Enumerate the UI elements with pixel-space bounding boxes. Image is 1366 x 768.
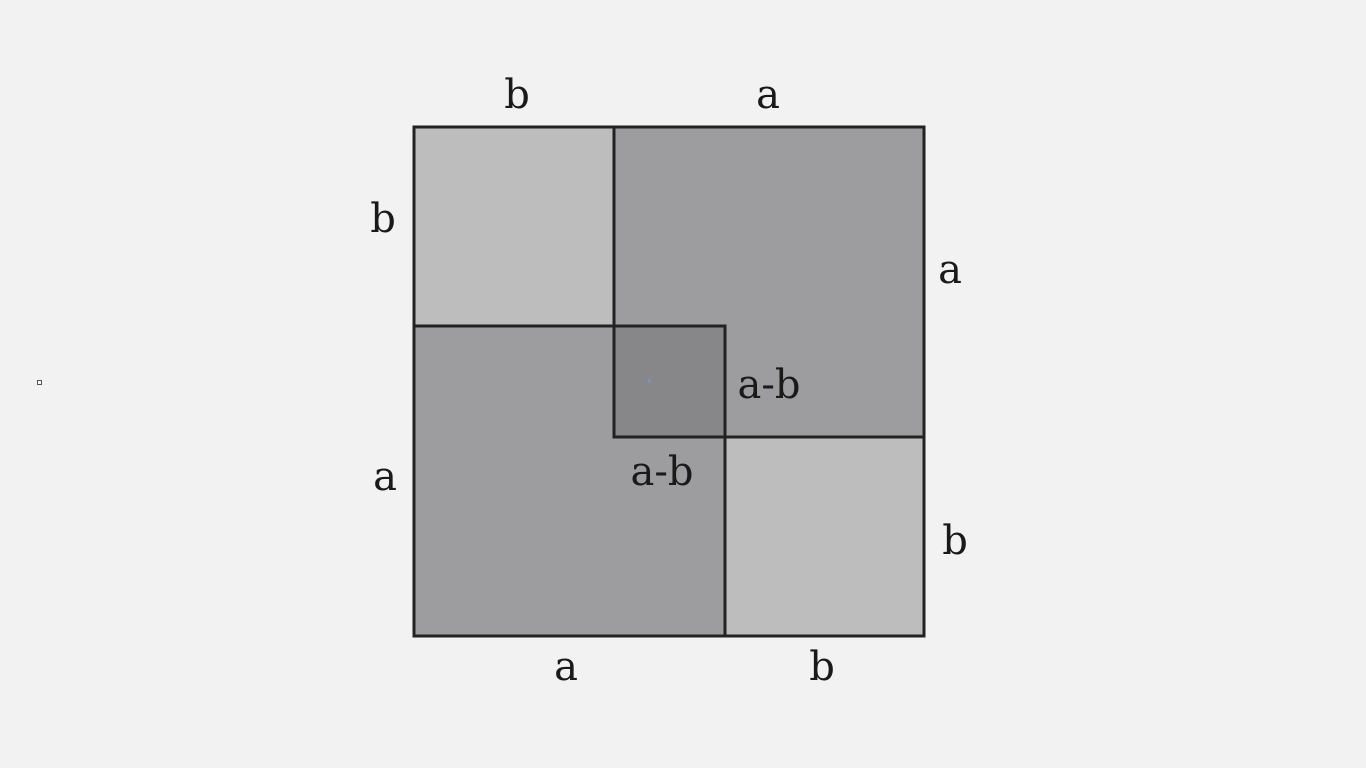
label-left-b: b: [370, 196, 396, 242]
small-square-bottom-right: [725, 437, 924, 636]
label-top-b: b: [504, 72, 530, 118]
resize-handle[interactable]: [37, 380, 42, 385]
label-inner-bottom: a-b: [631, 449, 694, 495]
label-right-a: a: [938, 247, 962, 293]
label-inner-right: a-b: [738, 362, 801, 408]
label-left-a: a: [373, 454, 397, 500]
center-dot: [647, 379, 651, 383]
overlap-square: [614, 326, 725, 437]
label-top-a: a: [756, 72, 780, 118]
small-square-top-left: [414, 127, 614, 326]
large-square-bottom-left-outline: [412, 324, 727, 638]
label-bottom-a: a: [554, 644, 578, 690]
large-square-top-right-outline: [612, 125, 926, 439]
label-bottom-b: b: [809, 644, 835, 690]
label-right-b: b: [942, 518, 968, 564]
